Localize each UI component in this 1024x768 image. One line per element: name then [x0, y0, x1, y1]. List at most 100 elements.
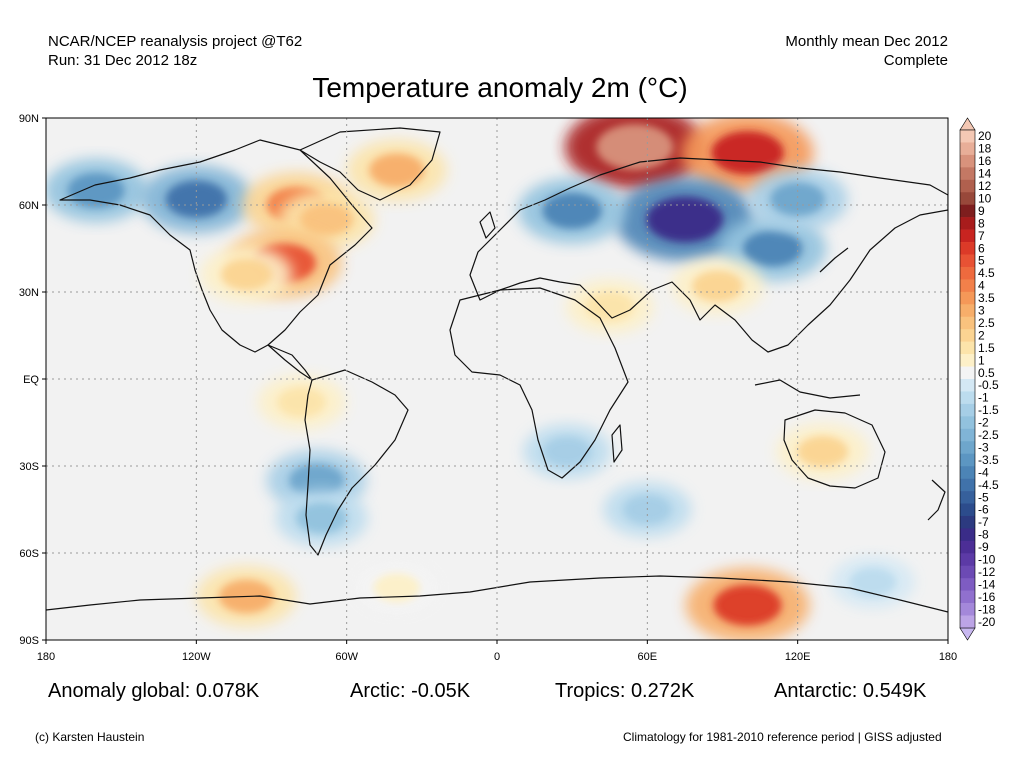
stat-tropics: Tropics: 0.272K [555, 680, 695, 702]
colorbar-swatch [960, 329, 975, 342]
lat-label: 90S [19, 635, 39, 647]
colorbar-swatch [960, 540, 975, 554]
colorbar-label: -14 [978, 577, 996, 591]
colorbar-label: 18 [978, 142, 992, 156]
colorbar-swatch [960, 142, 975, 156]
colorbar-label: -2 [978, 416, 989, 430]
anomaly-region [747, 168, 848, 230]
anomaly-region [523, 424, 612, 479]
colorbar-swatch [960, 553, 975, 567]
colorbar-swatch [960, 478, 975, 492]
colorbar-label: -4 [978, 465, 989, 479]
lat-label: 30S [19, 461, 39, 473]
coast-new-zealand [927, 479, 946, 521]
anomaly-region [685, 568, 810, 640]
lon-label: 120E [785, 651, 811, 663]
footer-credit: (c) Karsten Haustein [35, 730, 145, 744]
colorbar-swatch [960, 354, 975, 367]
stat-global: Anomaly global: 0.078K [48, 680, 260, 702]
colorbar-label: -16 [978, 590, 996, 604]
colorbar-swatch [960, 578, 975, 591]
anomaly-region [275, 489, 368, 547]
colorbar-swatch [960, 341, 975, 355]
footer-note: Climatology for 1981-2010 reference peri… [623, 730, 942, 744]
coast-africa [449, 287, 629, 479]
coast-antarctica [46, 575, 948, 613]
colorbar-label: 9 [978, 204, 985, 218]
colorbar-swatch [960, 279, 975, 293]
colorbar-label: 7 [978, 229, 985, 243]
anomaly-region [346, 139, 447, 201]
colorbar-top-arrow [959, 117, 976, 131]
colorbar-swatch [960, 403, 975, 417]
colorbar-label: 20 [978, 129, 992, 143]
anomaly-region [564, 118, 705, 189]
colorbar-label: 1 [978, 353, 985, 367]
colorbar-label: 16 [978, 154, 992, 168]
lon-label: 180 [939, 651, 957, 663]
anomaly-region [776, 423, 869, 480]
lat-label: 90N [19, 113, 39, 125]
colorbar-swatch [960, 304, 975, 318]
colorbar-swatch [960, 428, 975, 442]
colorbar-label: -18 [978, 602, 996, 616]
lon-label: 120W [182, 651, 211, 663]
colorbar-swatch [960, 204, 975, 218]
coast-australia [783, 409, 886, 489]
colorbar-label: 2.5 [978, 316, 995, 330]
colorbar-frame [959, 129, 976, 629]
anomaly-region [140, 165, 253, 234]
colorbar-swatch [960, 167, 975, 181]
colorbar-label: -9 [978, 540, 989, 554]
colorbar-label: -4.5 [978, 478, 999, 492]
colorbar-label: 0.5 [978, 366, 995, 380]
colorbar-label: 5 [978, 254, 985, 268]
coast-north-america [59, 139, 373, 353]
colorbar-label: 10 [978, 191, 992, 205]
lat-label: EQ [23, 374, 39, 386]
coast-greenland [299, 127, 441, 201]
anomaly-field [46, 118, 915, 640]
lat-label: 60S [19, 548, 39, 560]
coast-uk [479, 211, 496, 239]
anomaly-region [200, 246, 293, 303]
colorbar-swatch [960, 603, 975, 616]
colorbar-label: 4 [978, 279, 985, 293]
lat-label: 60N [19, 200, 39, 212]
colorbar-swatch [960, 528, 975, 542]
colorbar-swatch [960, 565, 975, 579]
lon-label: 60E [638, 651, 658, 663]
lat-label: 30N [19, 287, 39, 299]
lon-label: 180 [37, 651, 55, 663]
colorbar-label: -5 [978, 490, 989, 504]
status-line: Complete [883, 52, 948, 69]
lon-label: 60W [335, 651, 358, 663]
coast-indonesia [754, 379, 861, 399]
colorbar-swatch [960, 154, 975, 168]
anomaly-region [565, 279, 654, 334]
colorbar-label: -8 [978, 528, 989, 542]
colorbar-swatch [960, 615, 975, 629]
colorbar-label: 3.5 [978, 291, 995, 305]
colorbar-swatch [960, 179, 975, 193]
header-right: Monthly mean Dec 2012 Complete [785, 32, 948, 70]
colorbar-swatch [960, 366, 975, 380]
longitude-labels: 180 120W 60W 0 60E 120E 180 [37, 640, 957, 663]
colorbar-swatch [960, 254, 975, 268]
lon-label: 0 [494, 651, 500, 663]
colorbar-swatch [960, 316, 975, 330]
colorbar-swatch [960, 503, 975, 517]
header-left: NCAR/NCEP reanalysis project @T62 Run: 3… [48, 32, 302, 70]
period-line: Monthly mean Dec 2012 [785, 33, 948, 50]
colorbar-label: 6 [978, 241, 985, 255]
colorbar-swatch [960, 192, 975, 205]
colorbar-swatch [960, 515, 975, 529]
colorbar-swatch [960, 391, 975, 405]
source-line: NCAR/NCEP reanalysis project @T62 [48, 33, 303, 50]
colorbar-label: -6 [978, 503, 989, 517]
colorbar-label: -2.5 [978, 428, 999, 442]
colorbar-label: -20 [978, 615, 996, 629]
colorbar-label: -10 [978, 553, 996, 567]
colorbar-bottom-arrow [959, 627, 976, 641]
colorbar-swatch [960, 491, 975, 504]
